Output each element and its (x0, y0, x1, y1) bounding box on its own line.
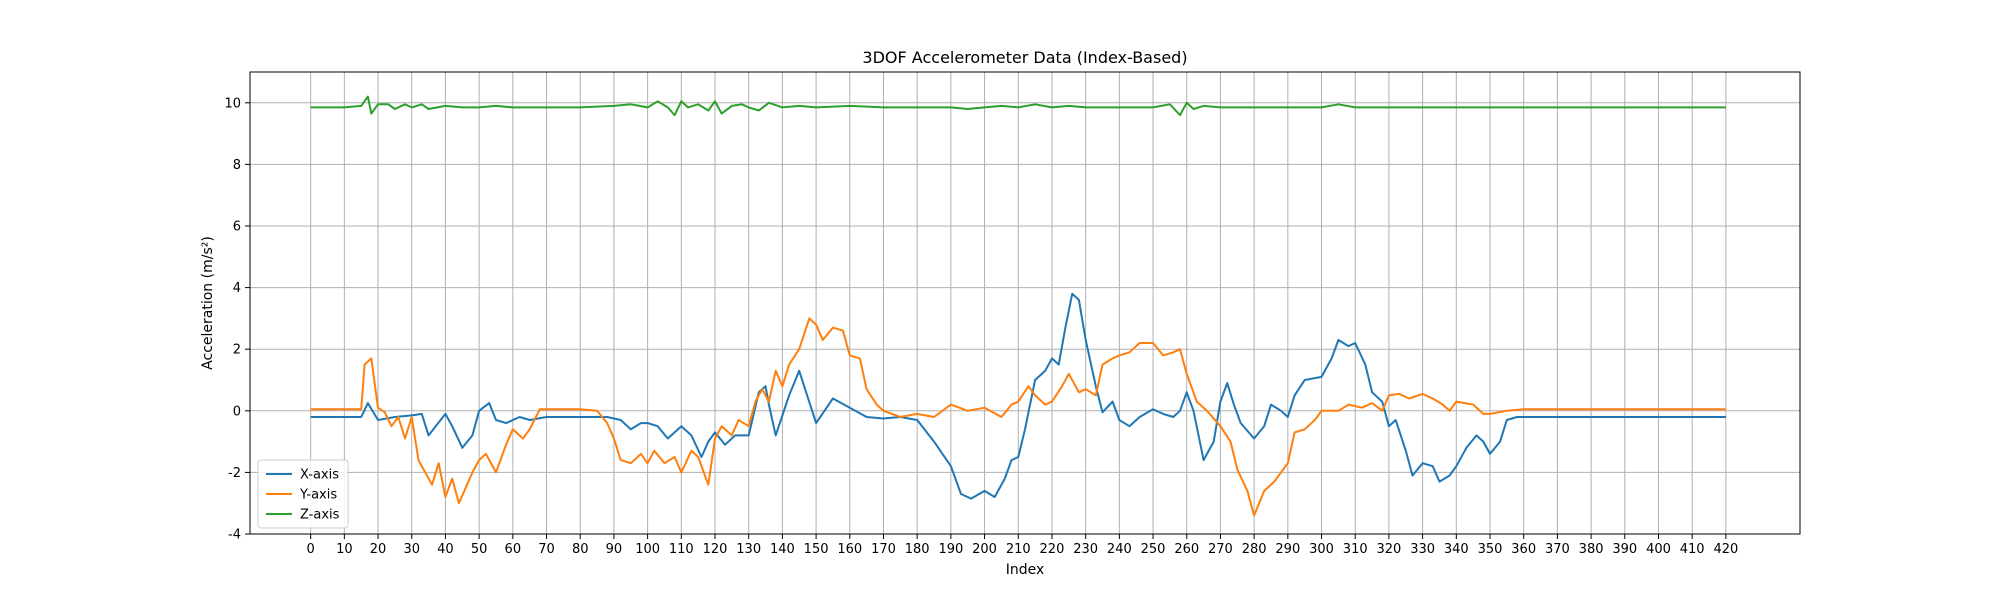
x-tick-label: 220 (1040, 542, 1065, 557)
x-tick-label: 260 (1174, 542, 1199, 557)
x-tick-label: 120 (703, 542, 728, 557)
x-axis-label: Index (1006, 562, 1045, 578)
x-tick-label: 420 (1713, 542, 1738, 557)
y-axis-ticks: -4 -2 0 2 4 6 8 10 (224, 96, 250, 543)
series-line-y-axis (310, 317, 1726, 517)
legend-label: X-axis (300, 468, 339, 483)
x-tick-label: 300 (1309, 542, 1334, 557)
y-tick-label: 2 (233, 343, 241, 358)
series-line-x-axis (310, 292, 1726, 500)
x-tick-label: 380 (1579, 542, 1604, 557)
x-tick-label: 370 (1545, 542, 1570, 557)
y-tick-label: 0 (233, 404, 241, 419)
x-tick-label: 250 (1141, 542, 1166, 557)
x-tick-label: 20 (370, 542, 387, 557)
x-tick-label: 230 (1073, 542, 1098, 557)
series-lines (310, 95, 1726, 517)
x-tick-label: 100 (635, 542, 660, 557)
x-axis-ticks: 0 10 20 30 40 50 60 70 80 90 100 110 120 130 140 150 160… (307, 534, 1738, 557)
x-tick-label: 10 (336, 542, 353, 557)
x-tick-label: 320 (1376, 542, 1401, 557)
x-tick-label: 290 (1275, 542, 1300, 557)
plot-frame (249, 71, 1801, 535)
x-tick-label: 40 (437, 542, 454, 557)
x-tick-label: 70 (538, 542, 555, 557)
x-tick-label: 110 (669, 542, 694, 557)
chart-title: 3DOF Accelerometer Data (Index-Based) (862, 48, 1187, 67)
legend-box (257, 459, 349, 529)
x-tick-label: 130 (736, 542, 761, 557)
x-tick-label: 150 (804, 542, 829, 557)
x-tick-label: 210 (1006, 542, 1031, 557)
y-tick-label: -2 (228, 466, 241, 481)
legend-label: Z-axis (300, 508, 340, 523)
x-tick-label: 350 (1478, 542, 1503, 557)
x-tick-label: 160 (837, 542, 862, 557)
x-tick-label: 360 (1511, 542, 1536, 557)
x-tick-label: 50 (471, 542, 488, 557)
x-tick-label: 240 (1107, 542, 1132, 557)
y-axis-label: Acceleration (m/s²) (200, 236, 216, 370)
y-tick-label: 6 (233, 220, 241, 235)
legend-label: Y-axis (299, 488, 337, 503)
x-tick-label: 410 (1680, 542, 1705, 557)
x-tick-label: 190 (938, 542, 963, 557)
x-tick-label: 280 (1242, 542, 1267, 557)
x-tick-label: 170 (871, 542, 896, 557)
x-tick-label: 330 (1410, 542, 1435, 557)
y-tick-label: -4 (228, 528, 241, 543)
x-tick-label: 180 (905, 542, 930, 557)
x-tick-label: 0 (307, 542, 315, 557)
x-tick-label: 400 (1646, 542, 1671, 557)
legend: X-axis Y-axis Z-axis (257, 459, 349, 529)
x-tick-label: 340 (1444, 542, 1469, 557)
x-tick-label: 90 (606, 542, 623, 557)
y-tick-label: 4 (233, 281, 241, 296)
x-tick-label: 60 (505, 542, 522, 557)
x-tick-label: 390 (1612, 542, 1637, 557)
x-tick-label: 270 (1208, 542, 1233, 557)
series-line-z-axis (310, 95, 1726, 117)
x-tick-label: 200 (972, 542, 997, 557)
x-tick-label: 80 (572, 542, 589, 557)
y-tick-label: 10 (224, 96, 241, 111)
x-tick-label: 140 (770, 542, 795, 557)
x-tick-label: 310 (1343, 542, 1368, 557)
y-tick-label: 8 (233, 158, 241, 173)
x-tick-label: 30 (403, 542, 420, 557)
